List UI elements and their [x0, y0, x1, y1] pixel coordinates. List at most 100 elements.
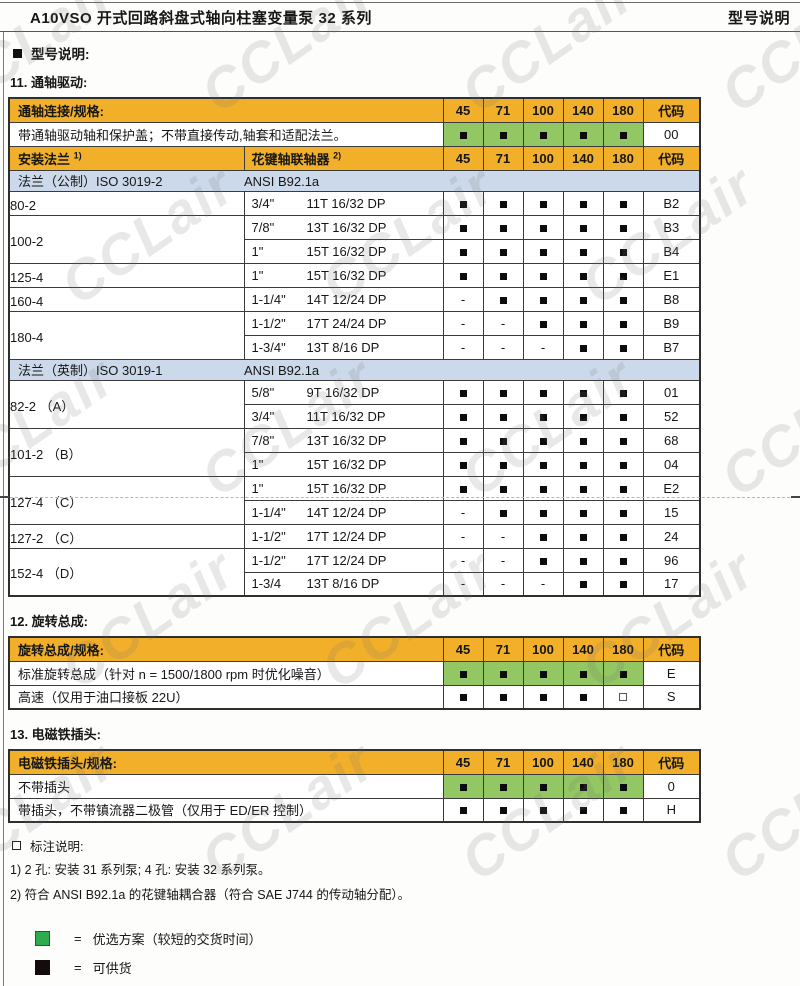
black-square-icon [459, 389, 467, 397]
shaft-size: 7/8" [251, 432, 275, 448]
black-square-icon [459, 485, 467, 493]
black-square-icon [459, 783, 467, 791]
flange-label-cell: 127-2 （C） [8, 523, 245, 549]
black-square-icon [579, 807, 587, 815]
footnotes: 标注说明: 1) 2 孔: 安装 31 系列泵; 4 孔: 安装 32 系列泵。… [10, 833, 800, 908]
table-body: 旋转总成/规格: 45 71 100 140 180 代码 标准旋转总成（针对 n = 150… [8, 636, 701, 710]
availability-cell [522, 214, 564, 240]
black-square-icon [619, 224, 627, 232]
dash-mark: - [442, 334, 484, 360]
availability-cell [482, 121, 524, 147]
availability-cell [562, 660, 604, 686]
availability-cell [522, 451, 564, 477]
black-square-icon [499, 694, 507, 702]
availability-cell [562, 684, 604, 710]
black-square-icon [619, 248, 627, 256]
flange-label-cell: 160-4 [8, 286, 245, 312]
spline-spec: 17T 12/24 DP [306, 528, 387, 544]
black-square-icon [539, 557, 547, 565]
dash-mark: - [482, 523, 524, 549]
code-cell: B8 [642, 286, 701, 312]
black-square-icon [579, 248, 587, 256]
black-square-icon [499, 296, 507, 304]
black-square-icon [499, 413, 507, 421]
rotary-group-table: 旋转总成/规格: 45 71 100 140 180 代码 标准旋转总成（针对 n = 150… [8, 636, 702, 710]
shaft-size: 1" [251, 480, 264, 496]
spline-spec: 15T 16/32 DP [306, 456, 387, 472]
spline-spec: 14T 12/24 DP [306, 291, 387, 307]
availability-cell [562, 214, 604, 240]
spline-spec: 15T 16/32 DP [306, 267, 387, 283]
table-header-row: 电磁铁插头/规格: 45 71 100 140 180 代码 [8, 749, 701, 775]
black-square-icon [619, 272, 627, 280]
availability-cell [442, 684, 484, 710]
subheader-row: 法兰（英制）ISO 3019-1 ANSI B92.1a [7, 358, 702, 381]
flange-label-cell: 101-2 （B） [8, 427, 245, 477]
section-heading: 13. 电磁铁插头: [10, 727, 102, 742]
table-header-row: 安装法兰 1) 花键轴联轴器 2) 45 71 100 140 180 代码 [8, 145, 701, 171]
availability-cell [602, 238, 644, 264]
black-square-icon [579, 344, 587, 352]
code-cell: 96 [642, 547, 701, 573]
superscript-note-ref: 2) [333, 150, 342, 161]
through-drive-table: 通轴连接/规格: 45 71 100 140 180 代码 带通轴驱动轴和保护盖；不带直接传动… [7, 97, 702, 597]
code-column-header: 代码 [642, 749, 701, 775]
section-heading: 11. 通轴驱动: [10, 75, 88, 90]
flange-standard-label: 法兰（公制）ISO 3019-2 [18, 174, 163, 189]
footnotes-heading-label: 标注说明: [30, 840, 84, 854]
model-code-heading-label: 型号说明: [31, 47, 90, 62]
black-square-icon [499, 200, 507, 208]
shaft-size-cell: 7/8" 13T 16/32 DP [243, 214, 444, 240]
table-row: 1" 15T 16/32 DP 04 [9, 451, 701, 477]
black-square-icon [619, 389, 627, 397]
shaft-size: 1-1/4" [251, 291, 286, 307]
code-cell: H [642, 797, 701, 823]
black-square-icon [579, 694, 587, 702]
spline-spec: 15T 16/32 DP [306, 243, 387, 259]
black-square-icon [539, 807, 547, 815]
black-square-icon [579, 437, 587, 445]
availability-cell [602, 684, 644, 710]
description-cell: 不带插头 [8, 773, 444, 799]
black-square-icon [499, 461, 507, 469]
black-square-icon [499, 485, 507, 493]
size-column-header: 180 [602, 636, 644, 662]
availability-cell [522, 684, 564, 710]
availability-cell [482, 797, 524, 823]
black-square-icon [459, 413, 467, 421]
spline-spec: 9T 16/32 DP [306, 384, 380, 400]
description-cell: 带通轴驱动轴和保护盖；不带直接传动,轴套和适配法兰。 [8, 121, 444, 147]
black-square-icon [539, 783, 547, 791]
dash-mark: - [482, 310, 524, 336]
code-column-header: 代码 [642, 97, 701, 123]
availability-cell [522, 427, 564, 453]
availability-cell [562, 379, 604, 405]
availability-cell [562, 773, 604, 799]
black-square-icon [619, 509, 627, 517]
table-row: 1-3/4" 13T 8/16 DP - - - B7 [9, 334, 701, 360]
page-header: A10VSO 开式回路斜盘式轴向柱塞变量泵 32 系列 型号说明 [0, 2, 800, 32]
page-title: A10VSO 开式回路斜盘式轴向柱塞变量泵 32 系列 [30, 9, 372, 27]
model-code-heading: 型号说明: [13, 43, 800, 63]
shaft-size: 1" [251, 243, 264, 259]
scan-artifact-line [0, 497, 800, 498]
availability-cell [442, 121, 484, 147]
size-column-header: 45 [442, 145, 484, 171]
shaft-size: 3/4" [251, 195, 275, 211]
code-cell: 0 [642, 773, 701, 799]
availability-cell [602, 451, 644, 477]
black-square-icon [579, 670, 587, 678]
size-column-header: 100 [522, 97, 564, 123]
code-cell: E2 [642, 475, 701, 501]
size-column-header: 71 [482, 145, 524, 171]
availability-cell [482, 403, 524, 429]
black-square-icon [579, 413, 587, 421]
spline-standard-label: ANSI B92.1a [244, 363, 320, 378]
black-square-icon [539, 670, 547, 678]
availability-cell [482, 660, 524, 686]
size-column-header: 45 [442, 97, 484, 123]
availability-cell [602, 660, 644, 686]
shaft-size-cell: 1" 15T 16/32 DP [243, 262, 444, 288]
size-column-header: 180 [602, 97, 644, 123]
availability-cell [562, 286, 604, 312]
